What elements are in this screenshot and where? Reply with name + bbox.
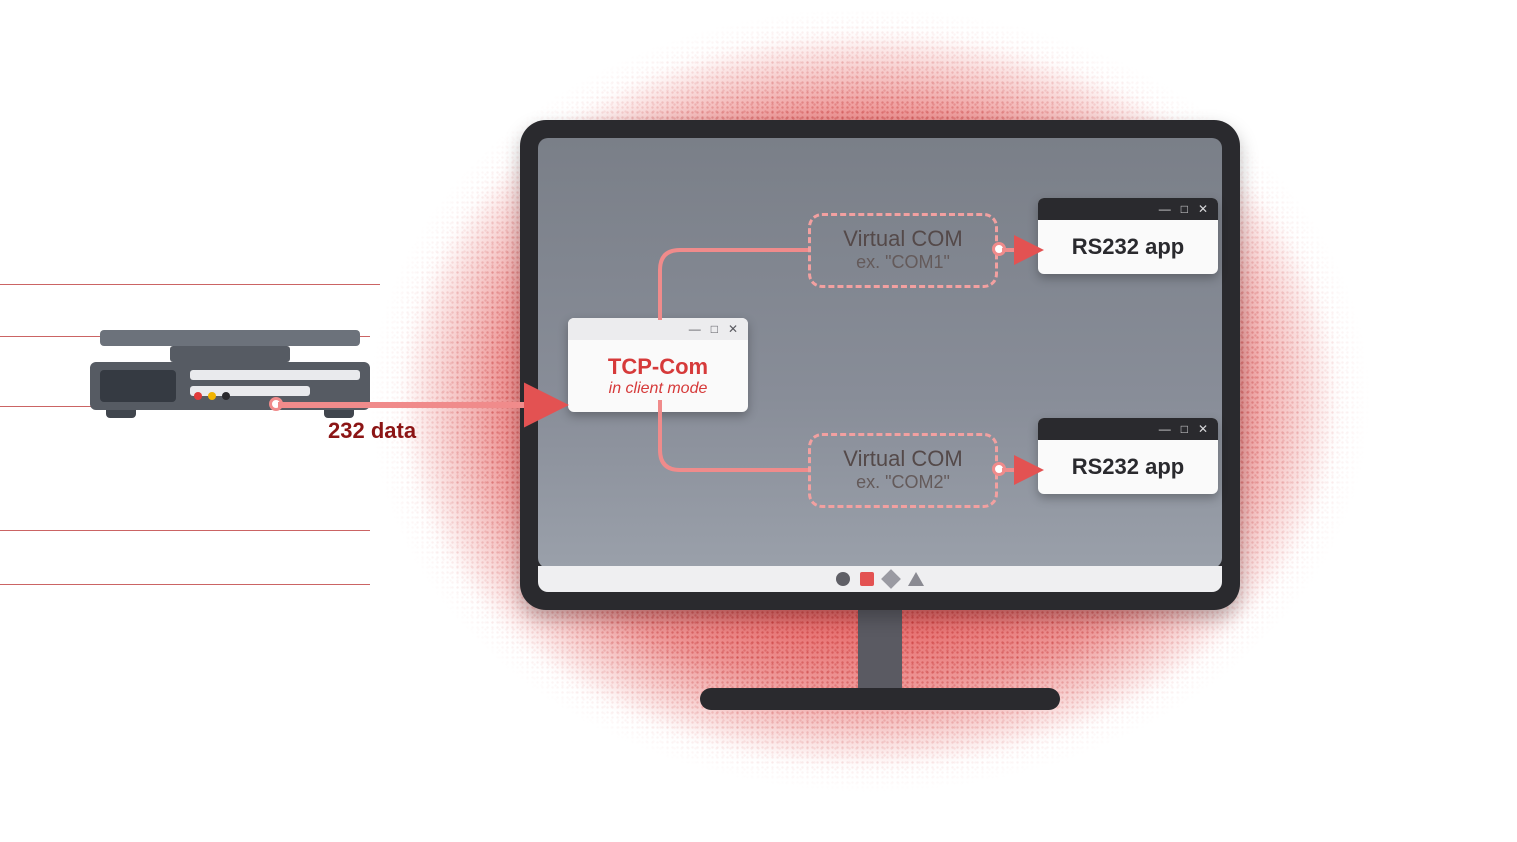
close-icon: ✕ — [1198, 422, 1208, 436]
tcpcom-title: TCP-Com — [586, 354, 730, 380]
connector-dot — [269, 397, 283, 411]
connector-dot — [992, 242, 1006, 256]
maximize-icon: □ — [711, 322, 718, 336]
monitor-screen: — □ ✕ TCP-Com in client mode Virtual COM… — [538, 138, 1222, 568]
tcpcom-subtitle: in client mode — [586, 380, 730, 398]
device-led-dots — [194, 392, 230, 400]
guide-line — [0, 284, 380, 285]
monitor-stand-neck — [858, 608, 902, 688]
tcpcom-window: — □ ✕ TCP-Com in client mode — [568, 318, 748, 412]
monitor-stand-base — [700, 688, 1060, 710]
minimize-icon: — — [689, 322, 701, 336]
rs232-app-2: — □ ✕ RS232 app — [1038, 418, 1218, 494]
virtual-com-2: Virtual COM ex. "COM2" — [808, 433, 998, 508]
vcom2-line2: ex. "COM2" — [833, 472, 973, 493]
data-flow-label: 232 data — [328, 418, 416, 444]
maximize-icon: □ — [1181, 202, 1188, 216]
guide-line — [0, 584, 370, 585]
window-titlebar: — □ ✕ — [1038, 198, 1218, 220]
taskbar — [538, 566, 1222, 592]
virtual-com-1: Virtual COM ex. "COM1" — [808, 213, 998, 288]
taskbar-diamond-icon — [881, 569, 901, 589]
vcom1-line2: ex. "COM1" — [833, 252, 973, 273]
connector-dot — [992, 462, 1006, 476]
maximize-icon: □ — [1181, 422, 1188, 436]
app1-title: RS232 app — [1056, 234, 1200, 260]
monitor-frame: — □ ✕ TCP-Com in client mode Virtual COM… — [520, 120, 1240, 610]
taskbar-triangle-icon — [908, 572, 924, 586]
taskbar-square-icon — [860, 572, 874, 586]
minimize-icon: — — [1159, 422, 1171, 436]
guide-line — [0, 530, 370, 531]
rs232-app-1: — □ ✕ RS232 app — [1038, 198, 1218, 274]
close-icon: ✕ — [1198, 202, 1208, 216]
close-icon: ✕ — [728, 322, 738, 336]
app2-title: RS232 app — [1056, 454, 1200, 480]
vcom2-line1: Virtual COM — [833, 446, 973, 472]
vcom1-line1: Virtual COM — [833, 226, 973, 252]
minimize-icon: — — [1159, 202, 1171, 216]
window-titlebar: — □ ✕ — [568, 318, 748, 340]
taskbar-circle-icon — [836, 572, 850, 586]
diagram-stage: 232 data — □ ✕ TCP-Com in client mode Vi… — [0, 0, 1517, 842]
window-titlebar: — □ ✕ — [1038, 418, 1218, 440]
